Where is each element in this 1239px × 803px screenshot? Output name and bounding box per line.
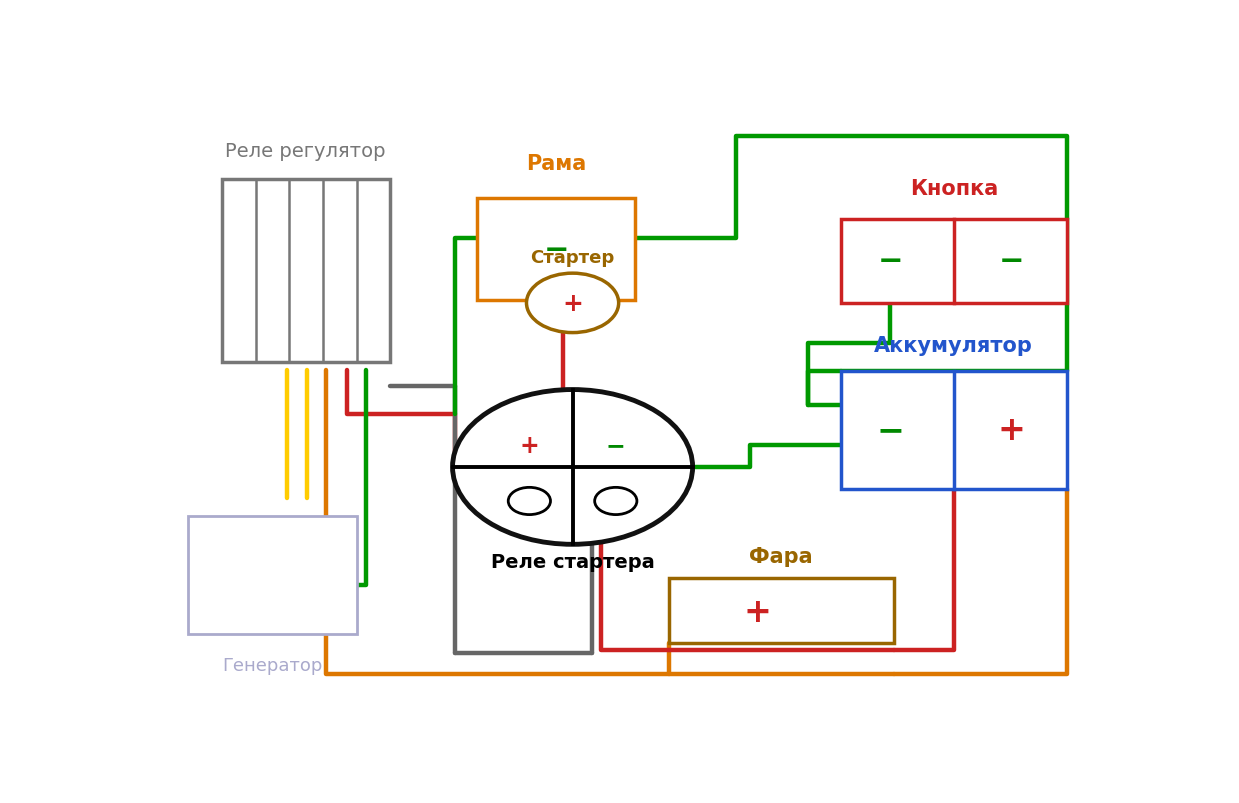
Bar (841, 372, 1067, 489)
Text: +: + (519, 434, 539, 458)
Circle shape (508, 487, 550, 515)
Bar (477, 198, 636, 300)
Bar (222, 180, 390, 362)
Text: −: − (999, 247, 1025, 276)
Text: Рама: Рама (527, 153, 586, 173)
Text: Фара: Фара (750, 546, 813, 566)
Circle shape (527, 274, 618, 333)
Text: −: − (876, 414, 904, 446)
Text: Стартер: Стартер (530, 248, 615, 267)
Text: Реле стартера: Реле стартера (491, 552, 654, 572)
Text: Аккумулятор: Аккумулятор (875, 336, 1033, 356)
Circle shape (452, 390, 693, 544)
Circle shape (595, 487, 637, 515)
Bar (188, 517, 357, 634)
Text: Генератор: Генератор (222, 656, 322, 674)
Bar (841, 220, 1067, 304)
Text: −: − (544, 235, 569, 264)
Text: +: + (997, 414, 1026, 446)
Text: −: − (877, 247, 903, 276)
Text: −: − (606, 434, 626, 458)
Text: Кнопка: Кнопка (909, 178, 997, 198)
Text: +: + (563, 291, 584, 316)
Text: +: + (743, 595, 772, 628)
Text: Реле регулятор: Реле регулятор (225, 142, 385, 161)
Bar (669, 579, 895, 643)
